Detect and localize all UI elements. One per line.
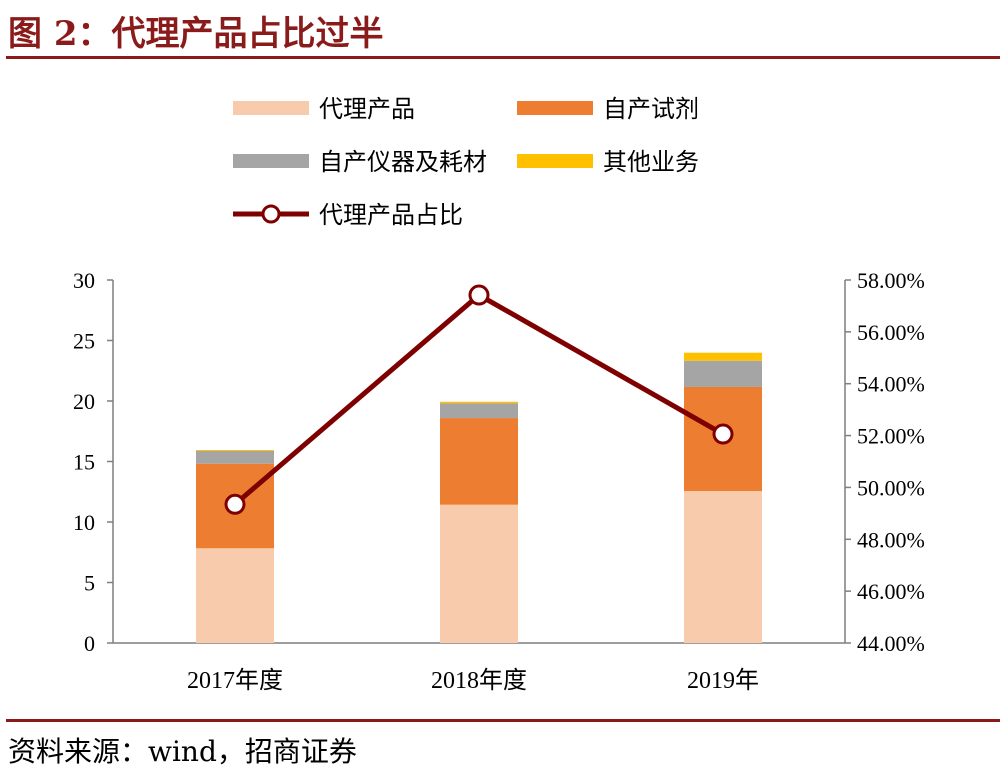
title-rule <box>6 56 1000 59</box>
legend-label: 代理产品占比 <box>319 202 463 229</box>
left-tick-label: 25 <box>73 329 95 354</box>
bar-2 <box>684 352 762 361</box>
bar-0 <box>196 450 274 451</box>
legend-swatch <box>233 154 309 168</box>
right-tick-label: 44.00% <box>857 631 925 656</box>
right-tick-label: 50.00% <box>857 475 925 500</box>
legend-swatch <box>517 101 593 115</box>
left-tick-label: 15 <box>73 450 95 475</box>
left-tick-label: 5 <box>84 571 95 596</box>
legend-swatch <box>233 101 309 115</box>
right-tick-label: 46.00% <box>857 579 925 604</box>
source-note: 资料来源：wind，招商证券 <box>8 735 357 768</box>
footer-rule <box>6 719 1000 722</box>
right-tick-label: 52.00% <box>857 424 925 449</box>
bar-0 <box>196 548 274 643</box>
bar-1 <box>440 403 518 419</box>
bar-1 <box>440 418 518 505</box>
legend-label: 自产试剂 <box>603 96 699 123</box>
bar-1 <box>440 401 518 404</box>
legend-label: 代理产品 <box>319 96 415 123</box>
bar-2 <box>684 491 762 643</box>
left-tick-label: 20 <box>73 389 95 414</box>
right-tick-label: 56.00% <box>857 320 925 345</box>
left-tick-label: 30 <box>73 268 95 293</box>
x-tick-label: 2017年度 <box>187 667 283 694</box>
left-tick-label: 0 <box>84 631 95 656</box>
legend-label: 自产仪器及耗材 <box>319 149 487 176</box>
bar-0 <box>196 450 274 464</box>
right-tick-label: 54.00% <box>857 372 925 397</box>
bar-1 <box>440 504 518 643</box>
line-point <box>468 284 490 306</box>
legend-label: 其他业务 <box>603 149 699 176</box>
x-tick-label: 2019年 <box>687 667 759 694</box>
bar-2 <box>684 360 762 387</box>
line-point <box>712 423 734 445</box>
right-tick-label: 48.00% <box>857 527 925 552</box>
line-point <box>224 493 246 515</box>
right-tick-label: 58.00% <box>857 268 925 293</box>
figure-title: 图 2：代理产品占比过半 <box>8 14 384 54</box>
x-tick-label: 2018年度 <box>431 667 527 694</box>
legend-line-marker <box>261 204 281 224</box>
left-tick-label: 10 <box>73 510 95 535</box>
legend-swatch <box>517 154 593 168</box>
